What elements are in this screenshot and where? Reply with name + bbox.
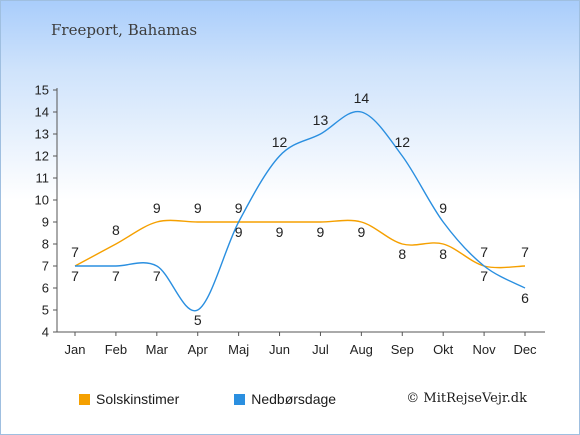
copyright-text: © MitRejseVejr.dk bbox=[406, 391, 527, 406]
data-label-rain: 7 bbox=[71, 244, 79, 260]
y-tick-label: 11 bbox=[36, 171, 50, 186]
legend-swatch-sun bbox=[79, 393, 90, 405]
data-label-sun: 7 bbox=[71, 268, 79, 284]
data-label-sun: 8 bbox=[398, 246, 406, 262]
x-tick-label: Apr bbox=[188, 342, 209, 357]
x-tick-label: Mar bbox=[146, 342, 169, 357]
y-tick-label: 10 bbox=[35, 193, 49, 208]
y-tick-label: 13 bbox=[35, 127, 49, 142]
data-label-rain: 14 bbox=[354, 90, 370, 106]
x-tick-label: Okt bbox=[433, 342, 454, 357]
data-label-rain: 5 bbox=[194, 312, 202, 328]
data-label-rain: 12 bbox=[394, 134, 410, 150]
data-label-sun: 7 bbox=[521, 244, 529, 260]
series-line-sun bbox=[74, 219, 526, 269]
data-label-rain: 7 bbox=[480, 268, 488, 284]
data-label-sun: 9 bbox=[357, 224, 365, 240]
y-tick-label: 14 bbox=[35, 105, 49, 120]
data-label-rain: 6 bbox=[521, 290, 529, 306]
x-tick-label: Jan bbox=[65, 342, 86, 357]
y-tick-label: 12 bbox=[35, 149, 49, 164]
x-tick-label: Sep bbox=[391, 342, 414, 357]
legend-label-sun: Solskinstimer bbox=[96, 391, 180, 407]
x-tick-label: Dec bbox=[513, 342, 537, 357]
data-label-sun: 7 bbox=[480, 244, 488, 260]
data-label-sun: 9 bbox=[235, 200, 243, 216]
x-tick-label: Maj bbox=[228, 342, 249, 357]
y-tick-label: 15 bbox=[35, 83, 49, 98]
data-label-rain: 9 bbox=[235, 224, 243, 240]
y-tick-label: 8 bbox=[42, 237, 49, 252]
x-tick-label: Aug bbox=[350, 342, 373, 357]
y-tick-label: 5 bbox=[42, 303, 49, 318]
data-label-sun: 9 bbox=[276, 224, 284, 240]
data-label-sun: 9 bbox=[317, 224, 325, 240]
data-label-rain: 13 bbox=[313, 112, 329, 128]
chart-legend: Solskinstimer Nedbørsdage bbox=[79, 391, 391, 407]
x-tick-label: Jul bbox=[312, 342, 329, 357]
data-label-rain: 7 bbox=[112, 268, 120, 284]
data-label-sun: 8 bbox=[112, 222, 120, 238]
data-label-rain: 7 bbox=[153, 268, 161, 284]
data-label-sun: 8 bbox=[439, 246, 447, 262]
x-tick-label: Jun bbox=[269, 342, 290, 357]
y-tick-label: 7 bbox=[42, 259, 49, 274]
y-tick-label: 4 bbox=[42, 325, 49, 340]
data-label-sun: 9 bbox=[153, 200, 161, 216]
y-tick-label: 9 bbox=[42, 215, 49, 230]
data-label-sun: 9 bbox=[194, 200, 202, 216]
data-label-rain: 12 bbox=[272, 134, 288, 150]
legend-item-rain: Nedbørsdage bbox=[234, 391, 336, 407]
series-line-rain bbox=[74, 110, 526, 312]
legend-label-rain: Nedbørsdage bbox=[251, 391, 337, 407]
legend-item-sun: Solskinstimer bbox=[79, 391, 179, 407]
x-tick-label: Feb bbox=[105, 342, 127, 357]
data-label-rain: 9 bbox=[439, 200, 447, 216]
x-tick-label: Nov bbox=[473, 342, 497, 357]
legend-swatch-rain bbox=[234, 393, 246, 405]
y-tick-label: 6 bbox=[42, 281, 49, 296]
chart-title: Freeport, Bahamas bbox=[51, 21, 198, 39]
